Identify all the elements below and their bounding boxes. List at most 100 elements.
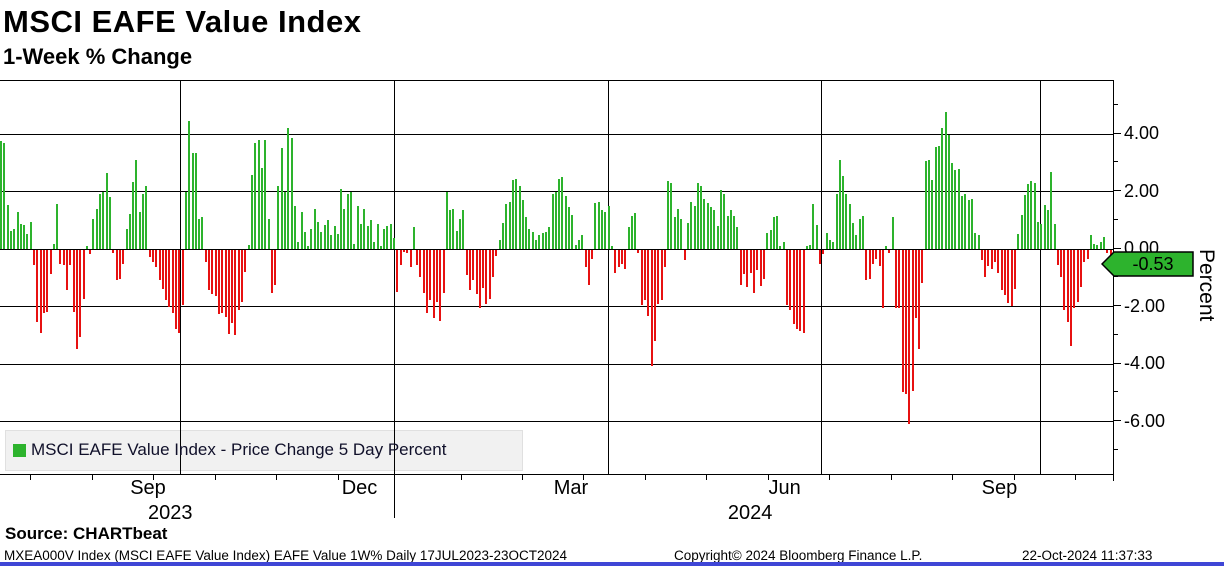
bar xyxy=(287,128,290,249)
bar xyxy=(852,223,855,249)
bar xyxy=(640,250,643,305)
bar xyxy=(663,250,666,268)
bar xyxy=(442,250,445,294)
bar xyxy=(1017,233,1020,249)
bar xyxy=(597,201,600,249)
bar xyxy=(181,250,184,305)
bar xyxy=(346,193,349,249)
bar xyxy=(171,250,174,314)
y-minor-tick xyxy=(1113,103,1118,105)
bar xyxy=(0,141,2,249)
bar xyxy=(984,250,987,278)
bar xyxy=(525,217,528,249)
bar xyxy=(1053,223,1056,249)
bar xyxy=(1073,250,1076,308)
bar xyxy=(670,182,673,249)
bar xyxy=(383,228,386,249)
legend: MSCI EAFE Value Index - Price Change 5 D… xyxy=(13,438,446,462)
bar xyxy=(257,139,260,249)
bar xyxy=(59,250,62,264)
bar xyxy=(284,191,287,249)
bar xyxy=(733,215,736,249)
bar xyxy=(9,230,12,249)
bar xyxy=(766,233,769,249)
bar xyxy=(445,191,448,249)
bar xyxy=(105,173,108,249)
footer-ticker-info: MXEA000V Index (MSCI EAFE Value Index) E… xyxy=(4,548,568,563)
bar xyxy=(1089,235,1092,249)
bar xyxy=(515,178,518,249)
bar xyxy=(313,208,316,249)
x-minor-tick xyxy=(890,474,892,480)
bar xyxy=(69,250,72,266)
last-value-badge-shape xyxy=(1101,251,1194,277)
bar xyxy=(1099,242,1102,249)
bar xyxy=(914,250,917,318)
bar xyxy=(756,250,759,271)
bar xyxy=(75,250,78,350)
bar xyxy=(221,250,224,313)
bar xyxy=(293,205,296,249)
bar xyxy=(317,221,320,249)
bar xyxy=(46,250,49,313)
bar xyxy=(465,250,468,276)
bar xyxy=(290,138,293,249)
x-minor-tick xyxy=(276,474,278,480)
bar xyxy=(838,159,841,249)
bar xyxy=(1033,183,1036,249)
bar xyxy=(412,226,415,249)
bar xyxy=(531,231,534,249)
bar xyxy=(49,250,52,274)
y-minor-tick xyxy=(1113,448,1118,450)
bar xyxy=(251,175,253,249)
bar xyxy=(198,218,201,249)
bar xyxy=(855,234,858,249)
bar xyxy=(204,250,207,262)
x-minor-tick xyxy=(583,474,585,480)
bar xyxy=(700,185,703,249)
bar xyxy=(624,250,627,269)
y-tick xyxy=(1113,132,1121,134)
bar xyxy=(426,250,429,314)
bar xyxy=(683,250,686,261)
bar xyxy=(947,135,950,249)
x-minor-tick xyxy=(644,474,646,480)
bar xyxy=(1066,250,1069,322)
bar xyxy=(178,250,181,334)
bar xyxy=(1083,250,1086,262)
bar xyxy=(366,226,369,249)
bar xyxy=(326,220,329,249)
bar xyxy=(89,250,92,255)
y-minor-tick xyxy=(1113,218,1118,220)
gridline-v xyxy=(180,81,182,475)
bar xyxy=(832,241,835,249)
x-month-label: Jun xyxy=(768,477,801,499)
bar xyxy=(168,250,171,308)
bar xyxy=(115,250,118,281)
last-value-badge: -0.53 xyxy=(1101,251,1194,277)
legend-box xyxy=(5,430,523,471)
bar xyxy=(224,250,227,318)
x-year-divider-tick xyxy=(394,474,395,518)
bar xyxy=(1103,237,1106,249)
bar xyxy=(802,250,805,333)
bar xyxy=(772,217,775,249)
bar xyxy=(954,169,957,249)
bar xyxy=(957,168,960,249)
x-minor-tick xyxy=(829,474,831,480)
bar xyxy=(1030,181,1033,249)
x-minor-tick xyxy=(1075,474,1077,480)
bar xyxy=(264,139,267,249)
bar xyxy=(148,250,151,257)
bar xyxy=(300,211,303,249)
bar xyxy=(132,181,135,249)
footer-copyright: Copyright© 2024 Bloomberg Finance L.P. xyxy=(674,548,923,563)
y-tick xyxy=(1113,190,1121,191)
bar xyxy=(1086,250,1089,259)
bar xyxy=(214,250,217,297)
bar xyxy=(610,246,613,249)
bar xyxy=(795,250,798,330)
bar xyxy=(881,250,884,308)
bar xyxy=(673,217,676,249)
bar xyxy=(135,159,138,249)
